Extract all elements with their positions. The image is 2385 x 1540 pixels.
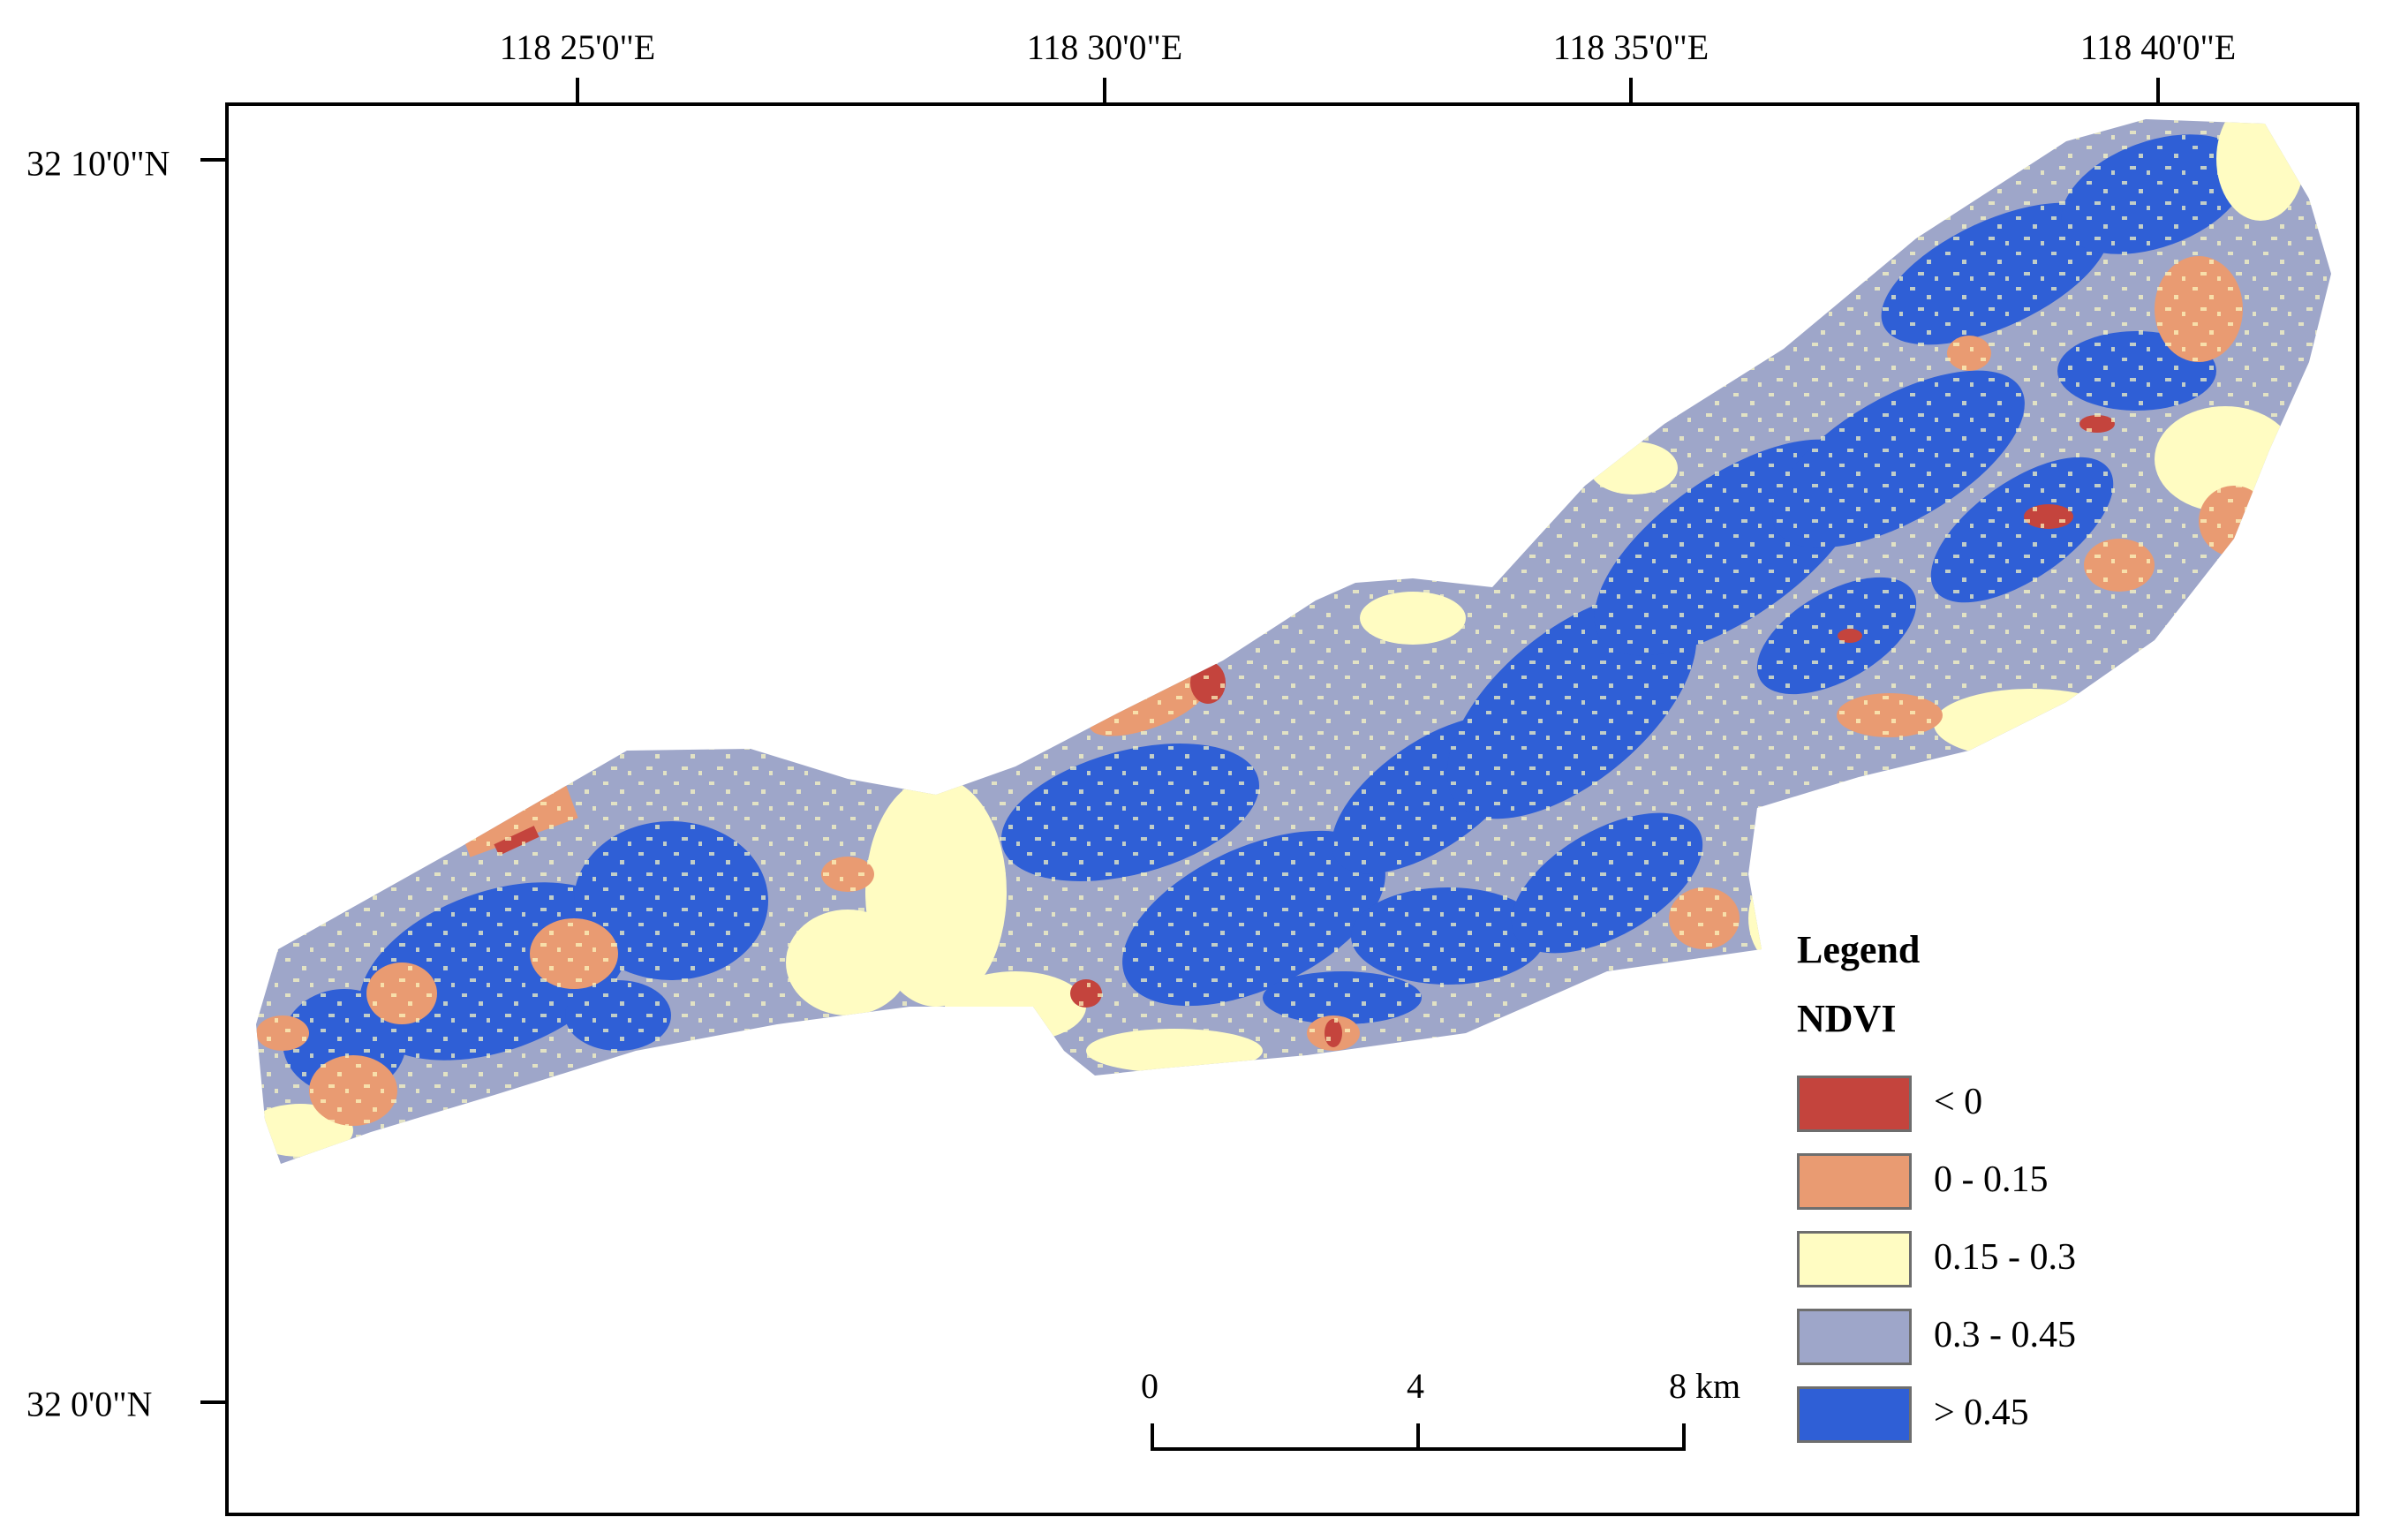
scale-bar bbox=[1151, 1423, 1686, 1451]
scale-label: 0 bbox=[1141, 1366, 1159, 1406]
legend-swatch bbox=[1797, 1231, 1912, 1287]
legend-item: 0 - 0.15 bbox=[1797, 1153, 2150, 1212]
left-tick-label: 32 0'0"N bbox=[26, 1384, 153, 1424]
top-ticks bbox=[576, 78, 2160, 104]
scale-label: 4 bbox=[1407, 1366, 1424, 1406]
left-tick-label: 32 10'0"N bbox=[26, 143, 170, 184]
legend-item: 0.15 - 0.3 bbox=[1797, 1231, 2150, 1289]
legend-label: < 0 bbox=[1934, 1082, 1983, 1122]
left-ticks bbox=[200, 158, 227, 1404]
top-tick-label: 118 25'0"E bbox=[499, 27, 656, 67]
top-tick-label: 118 35'0"E bbox=[1552, 27, 1710, 67]
legend-label: 0.15 - 0.3 bbox=[1934, 1237, 2076, 1278]
legend-label: 0 - 0.15 bbox=[1934, 1159, 2049, 1200]
legend-item: > 0.45 bbox=[1797, 1386, 2150, 1445]
legend-swatch bbox=[1797, 1153, 1912, 1210]
legend-swatch bbox=[1797, 1386, 1912, 1443]
legend-label: 0.3 - 0.45 bbox=[1934, 1315, 2076, 1355]
legend-title: Legend bbox=[1797, 928, 1921, 971]
legend-swatch bbox=[1797, 1309, 1912, 1365]
legend-swatch bbox=[1797, 1076, 1912, 1132]
top-tick-label: 118 40'0"E bbox=[2079, 27, 2237, 67]
legend-subtitle: NDVI bbox=[1797, 997, 1897, 1040]
scale-label: 8 km bbox=[1669, 1366, 1741, 1406]
legend-label: > 0.45 bbox=[1934, 1393, 2029, 1433]
top-tick-label: 118 30'0"E bbox=[1026, 27, 1183, 67]
legend-item: < 0 bbox=[1797, 1076, 2150, 1134]
legend-item: 0.3 - 0.45 bbox=[1797, 1309, 2150, 1367]
